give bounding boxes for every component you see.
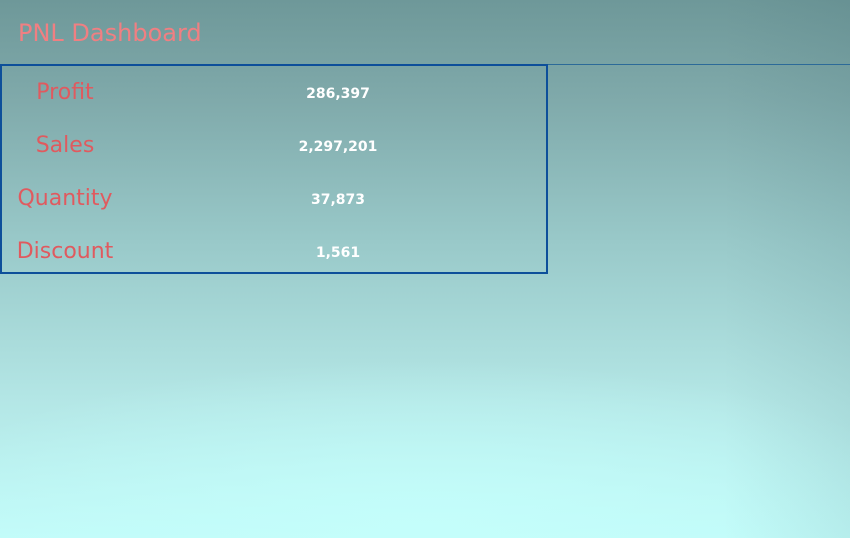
kpi-label-sales: Sales xyxy=(35,133,95,158)
kpi-row-sales[interactable]: Sales 2,297,201 xyxy=(2,119,550,172)
kpi-panel[interactable]: Profit 286,397 Sales 2,297,201 Quantity … xyxy=(0,64,548,274)
kpi-row-discount[interactable]: Discount 1,561 xyxy=(2,225,550,278)
kpi-value-profit: 286,397 xyxy=(306,86,370,102)
kpi-row-profit[interactable]: Profit 286,397 xyxy=(2,66,550,119)
dashboard-title: PNL Dashboard xyxy=(18,19,202,47)
kpi-value-quantity: 37,873 xyxy=(310,192,366,208)
kpi-label-profit: Profit xyxy=(36,80,94,105)
kpi-value-discount: 1,561 xyxy=(315,245,361,261)
kpi-label-discount: Discount xyxy=(16,239,114,264)
kpi-label-quantity: Quantity xyxy=(17,186,113,211)
dashboard-header: PNL Dashboard xyxy=(0,0,850,65)
kpi-row-quantity[interactable]: Quantity 37,873 xyxy=(2,172,550,225)
kpi-value-sales: 2,297,201 xyxy=(298,139,378,155)
